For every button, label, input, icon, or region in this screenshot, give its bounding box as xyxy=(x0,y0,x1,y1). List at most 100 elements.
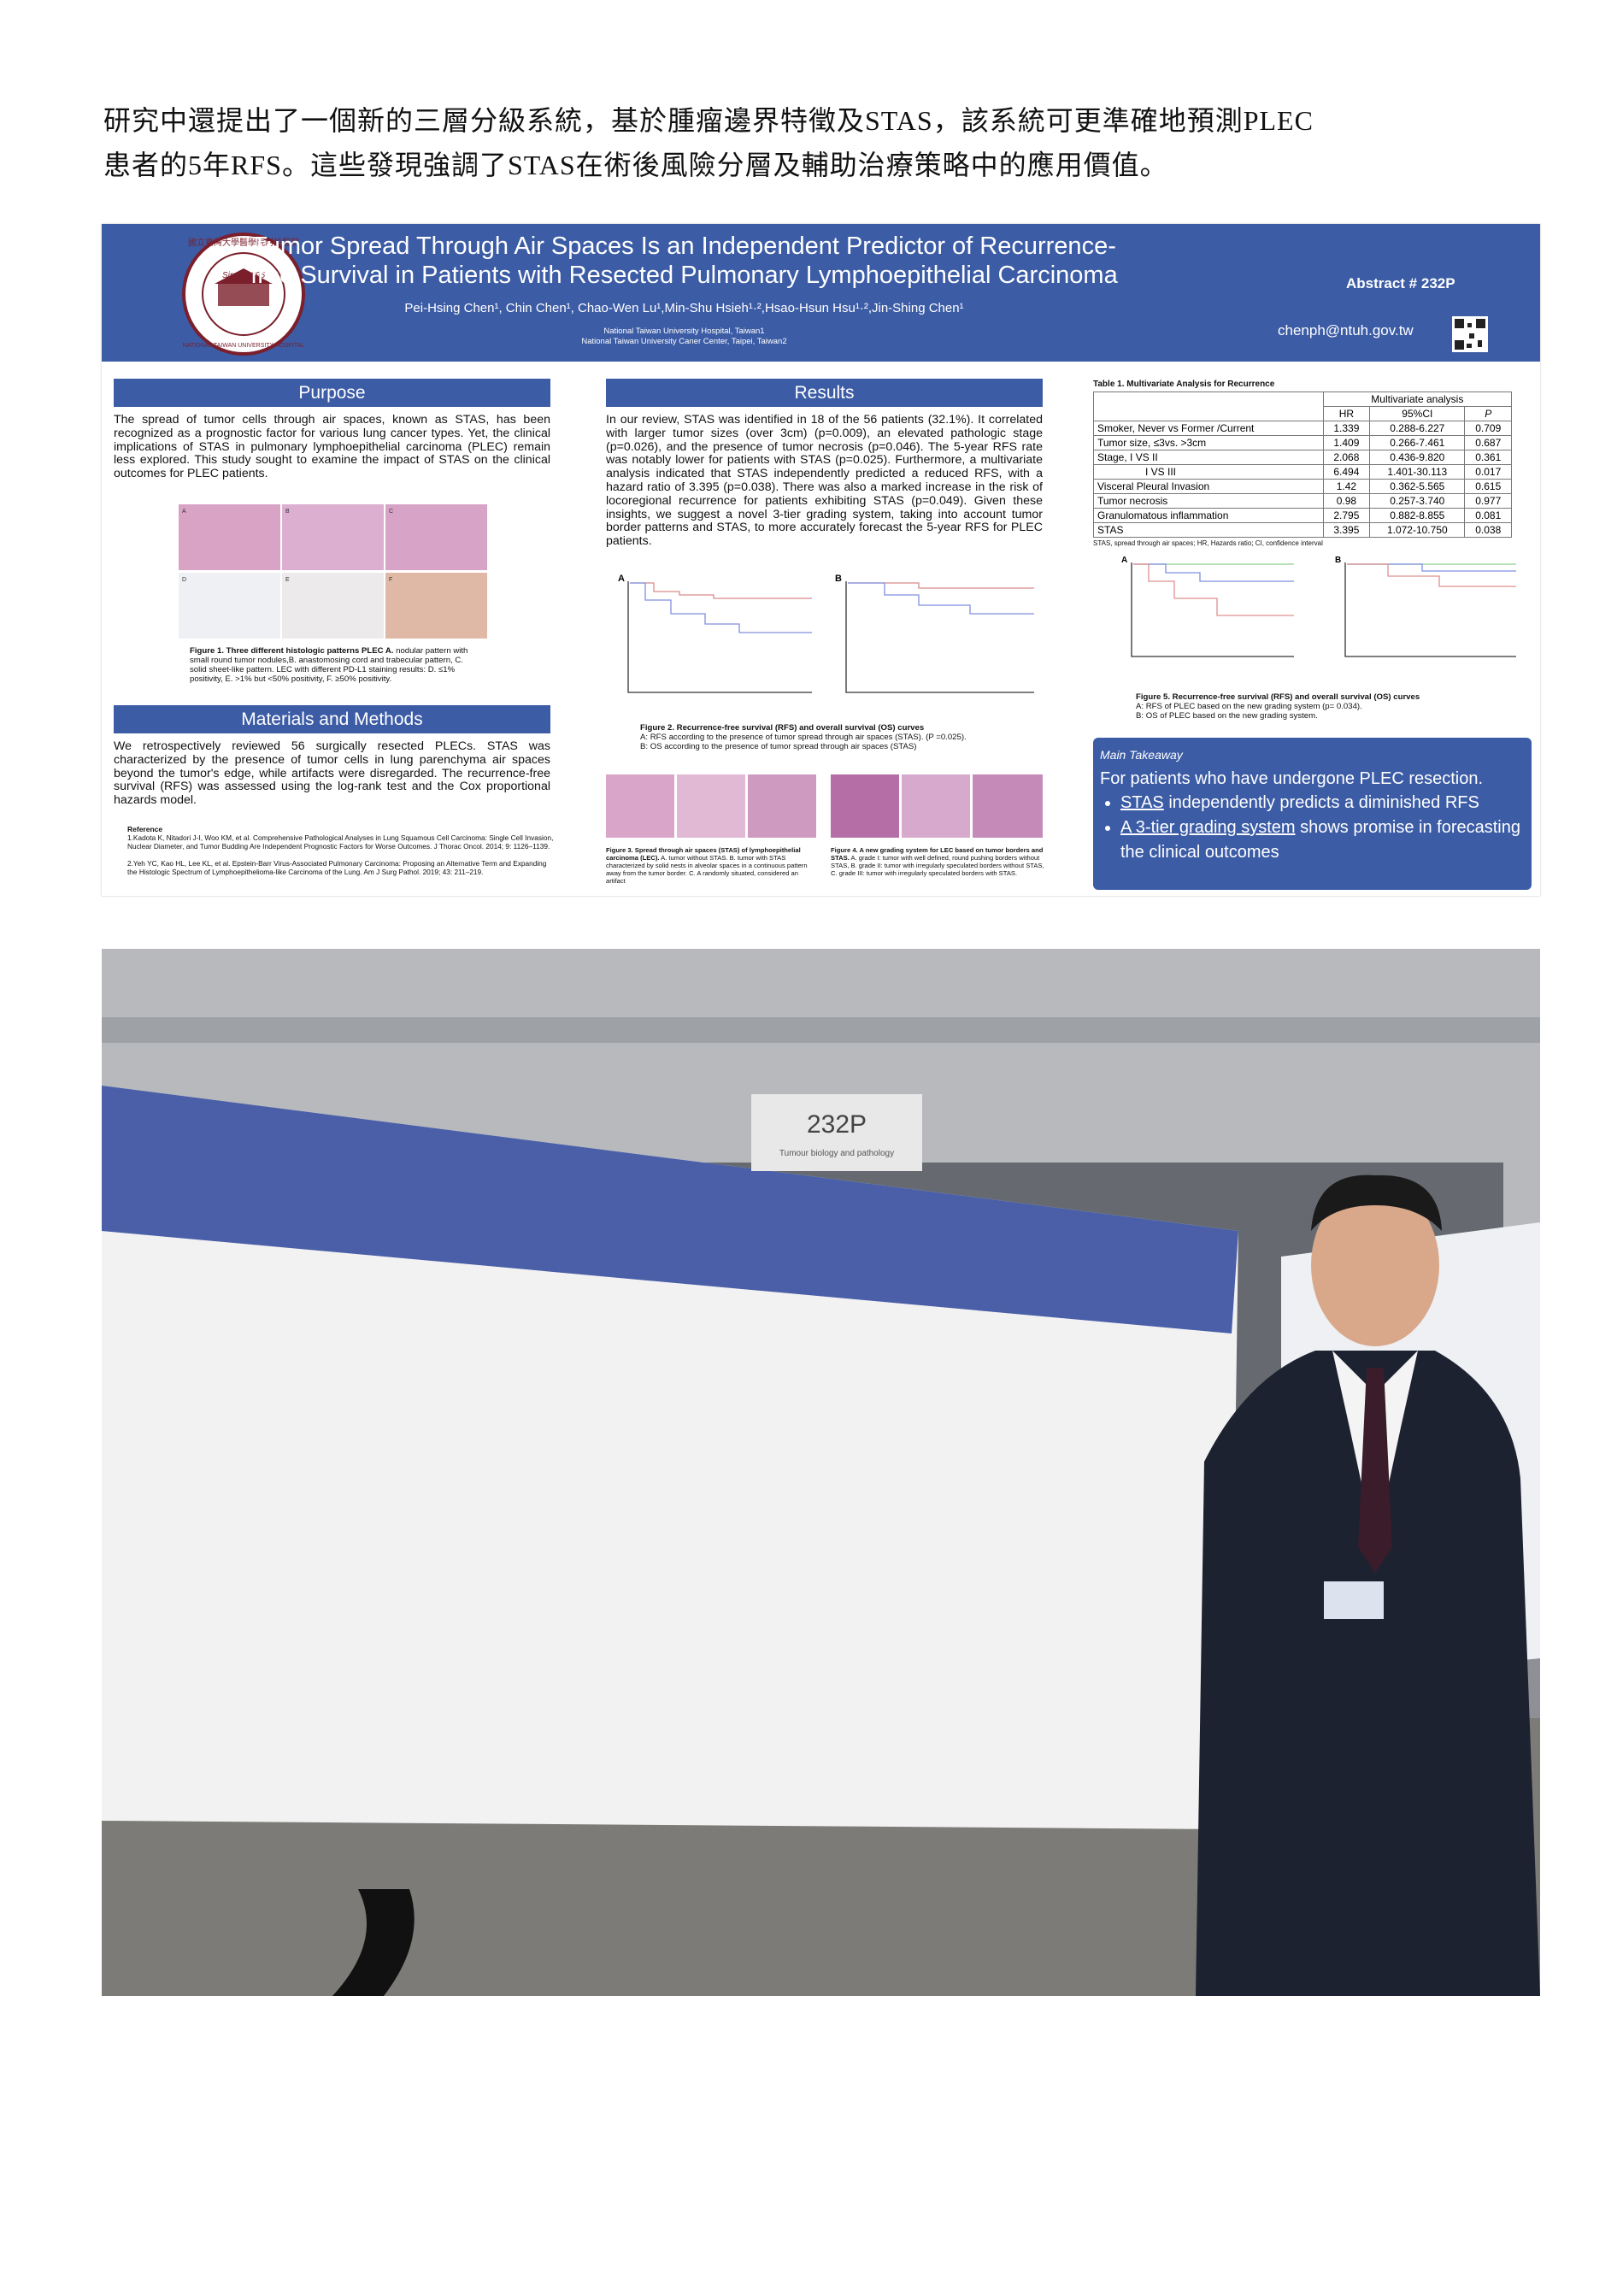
table-cell: 1.42 xyxy=(1322,479,1371,494)
caption-title: Figure 1. Three different histologic pat… xyxy=(190,646,394,656)
qr-code xyxy=(1452,316,1488,352)
logo-bottom: NATIONAL TAIWAN UNIVERSITY HOSPITAL xyxy=(183,343,304,349)
caption-text: A. tumor without STAS. B. tumor with STA… xyxy=(606,854,808,885)
takeaway-box: Main Takeaway For patients who have unde… xyxy=(1093,738,1532,890)
table-row: Visceral Pleural Invasion 1.42 0.362-5.565… xyxy=(1093,479,1512,494)
table-row: Stage, I VS II 2.068 0.436-9.820 0.361 xyxy=(1093,450,1512,465)
affiliation: National Taiwan University Caner Center,… xyxy=(581,337,787,346)
reference: 2.Yeh YC, Kao HL, Lee KL, et al. Epstein… xyxy=(127,859,547,876)
panel-label: E xyxy=(285,577,290,583)
table-row: Tumor size, ≤3vs. >3cm 1.409 0.266-7.461 0.… xyxy=(1093,435,1512,450)
table-cell: 0.257-3.740 xyxy=(1369,493,1466,509)
table-row: Tumor necrosis 0.98 0.257-3.740 0.977 xyxy=(1093,493,1512,509)
caption-text: A. grade I: tumor with well defined, rou… xyxy=(831,854,1044,877)
takeaway-bullet: A 3-tier grading system shows promise in… xyxy=(1120,815,1532,865)
table-cell: 1.339 xyxy=(1322,421,1371,436)
figure-caption: A: RFS of PLEC based on the new grading … xyxy=(1136,702,1529,711)
takeaway-bullet: STAS independently predicts a diminished… xyxy=(1120,791,1532,815)
table-row: Multivariate analysis xyxy=(1093,391,1513,407)
panel-label: D xyxy=(182,577,186,583)
figure-caption: Figure 1. Three different histologic pat… xyxy=(190,646,479,684)
email: chenph@ntuh.gov.tw xyxy=(1278,322,1414,339)
table-cell: 0.709 xyxy=(1464,421,1512,436)
svg-text:A: A xyxy=(618,574,625,584)
takeaway-text: For patients who have undergone PLEC res… xyxy=(1100,769,1484,788)
table-cell xyxy=(1093,406,1324,421)
table-note: STAS, spread through air spaces; HR, Haz… xyxy=(1093,539,1323,547)
caption-title: Figure 4. A new grading system for LEC b… xyxy=(831,846,1044,862)
table-cell: Granulomatous inflammation xyxy=(1093,508,1324,523)
poster-title: free Survival in Patients with Resected … xyxy=(250,262,1118,289)
figure-caption: Figure 3. Spread through air spaces (STA… xyxy=(606,846,815,885)
table-cell: 0.081 xyxy=(1464,508,1512,523)
table-row: STAS 3.395 1.072-10.750 0.038 xyxy=(1093,522,1512,538)
panel-label: A xyxy=(182,509,186,515)
poster: Since 1895 國立臺灣大學醫學院附設醫院 NATIONAL TAIWAN… xyxy=(102,224,1540,896)
table-cell xyxy=(1093,391,1324,407)
caption-title: Figure 2. Recurrence-free survival (RFS)… xyxy=(640,723,925,733)
affiliation: National Taiwan University Hospital, Tai… xyxy=(603,327,765,336)
logo-since: Since 1895 xyxy=(222,271,265,280)
reference-heading: Reference xyxy=(127,825,163,833)
table-column-header: HR xyxy=(1322,406,1371,421)
table-row: Smoker, Never vs Former /Current 1.339 0.2… xyxy=(1093,421,1512,436)
table-cell: 2.795 xyxy=(1322,508,1371,523)
table-cell: 1.401-30.113 xyxy=(1369,464,1466,480)
table-column-header: P xyxy=(1464,406,1512,421)
caption-text: B: OS of PLEC based on the new grading s… xyxy=(1136,711,1318,721)
table-row: I VS III 6.494 1.401-30.113 0.017 xyxy=(1093,464,1512,480)
table-cell: 0.436-9.820 xyxy=(1369,450,1466,465)
table-cell: 0.266-7.461 xyxy=(1369,435,1466,450)
takeaway-heading: Main Takeaway xyxy=(1100,748,1183,762)
table-cell: STAS xyxy=(1093,522,1324,538)
table-cell: 6.494 xyxy=(1322,464,1371,480)
table-row: Granulomatous inflammation 2.795 0.882-8.8… xyxy=(1093,508,1512,523)
table-cell: Smoker, Never vs Former /Current xyxy=(1093,421,1324,436)
table-cell: Tumor size, ≤3vs. >3cm xyxy=(1093,435,1324,450)
table-cell: 0.98 xyxy=(1322,493,1371,509)
table-title: Table 1. Multivariate Analysis for Recur… xyxy=(1093,380,1275,389)
table-cell: Stage, I VS II xyxy=(1093,450,1324,465)
table-cell: 0.882-8.855 xyxy=(1369,508,1466,523)
figure-caption: Figure 4. A new grading system for LEC b… xyxy=(831,846,1044,877)
svg-text:B: B xyxy=(1335,556,1341,565)
caption-title: Figure 3. Spread through air spaces (STA… xyxy=(606,846,801,862)
bullet-text: independently predicts a diminished RFS xyxy=(1163,793,1479,812)
table-cell: 0.977 xyxy=(1464,493,1512,509)
bullet-text: shows promise in forecasting the clinica… xyxy=(1120,818,1520,862)
table-cell: 0.687 xyxy=(1464,435,1512,450)
intro-line: 研究中還提出了一個新的三層分級系統，基於腫瘤邊界特徵及STAS，該系統可更準確地… xyxy=(103,105,1314,136)
histology-image xyxy=(282,573,384,639)
sign-number: 232P xyxy=(807,1110,867,1139)
caption-text: A: RFS of PLEC based on the new grading … xyxy=(1136,702,1362,711)
logo: Since 1895 國立臺灣大學醫學院附設醫院 NATIONAL TAIWAN… xyxy=(182,233,305,356)
figure-3-4-images xyxy=(606,774,1043,838)
figure-caption: B: OS according to the presence of tumor… xyxy=(640,742,1033,751)
histology-image xyxy=(179,504,280,570)
photo: 232P Tumour biology and pathology xyxy=(102,949,1540,1996)
methods-text: We retrospectively reviewed 56 surgicall… xyxy=(114,739,550,808)
table-cell: 0.615 xyxy=(1464,479,1512,494)
histology-image xyxy=(282,504,384,570)
table-column-header: 95%CI xyxy=(1369,406,1466,421)
panel-label: F xyxy=(389,577,392,583)
histology-image xyxy=(385,573,487,639)
table-cell: 0.362-5.565 xyxy=(1369,479,1466,494)
underlined-text: STAS xyxy=(1120,793,1164,812)
logo-top: 國立臺灣大學醫學院附設醫院 xyxy=(188,237,299,248)
table-cell: 2.068 xyxy=(1322,450,1371,465)
caption-title: Figure 5. Recurrence-free survival (RFS)… xyxy=(1136,692,1420,702)
abstract-number: Abstract # 232P xyxy=(1346,275,1455,291)
figure-caption: Figure 5. Recurrence-free survival (RFS)… xyxy=(1136,692,1529,702)
table-cell: I VS III xyxy=(1093,464,1324,480)
underlined-text: A 3-tier grading system xyxy=(1120,818,1296,837)
caption-text: A: RFS according to the presence of tumo… xyxy=(640,733,967,742)
poster-title: Tumor Spread Through Air Spaces Is an In… xyxy=(252,233,1116,260)
table-cell: 1.072-10.750 xyxy=(1369,522,1466,538)
table-cell: 0.038 xyxy=(1464,522,1512,538)
panel-label: B xyxy=(285,509,290,515)
purpose-text: The spread of tumor cells through air sp… xyxy=(114,413,550,481)
